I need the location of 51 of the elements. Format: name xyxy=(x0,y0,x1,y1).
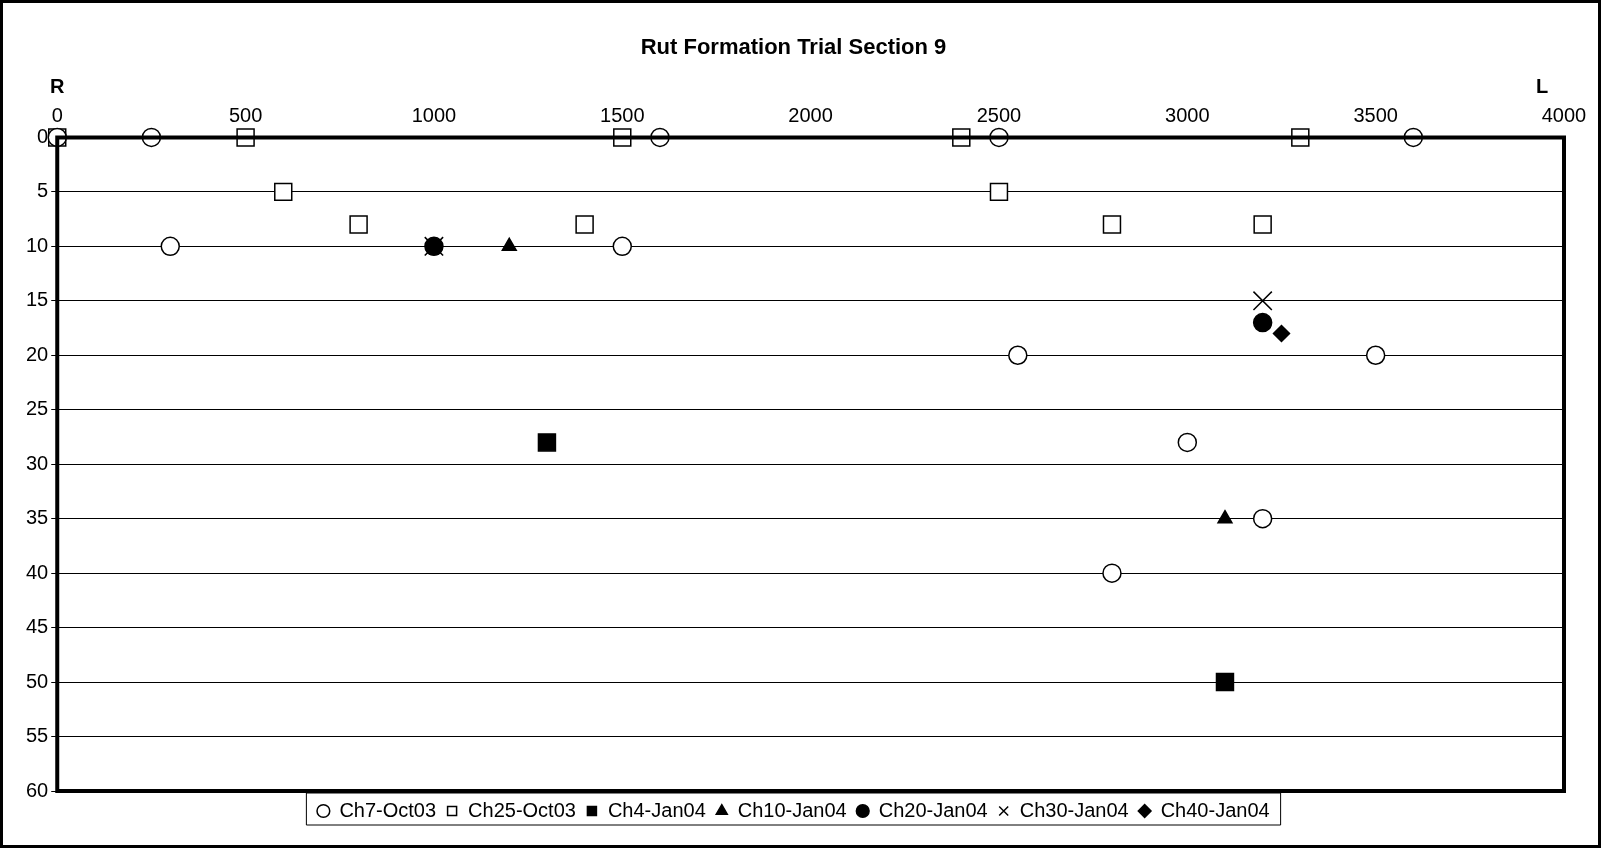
point xyxy=(1365,345,1386,366)
x-tick-label: 2000 xyxy=(788,103,833,126)
y-tick-label: 25 xyxy=(26,397,49,420)
legend-label: Ch7-Oct03 xyxy=(339,798,437,821)
chart-title: Rut Formation Trial Section 9 xyxy=(640,34,947,60)
point xyxy=(1102,215,1122,234)
text: L xyxy=(1535,74,1549,97)
x-tick-label: 2500 xyxy=(976,103,1022,126)
point xyxy=(274,182,293,202)
y-tick-label: 40 xyxy=(26,560,49,583)
point xyxy=(349,215,368,234)
y-tick-label: 55 xyxy=(26,724,49,747)
y-tick-label: 45 xyxy=(26,615,49,638)
point xyxy=(1252,508,1273,529)
legend-label: Ch40-Jan04 xyxy=(1160,798,1270,821)
point xyxy=(1102,563,1122,583)
y-tick-label: 60 xyxy=(26,778,49,801)
y-tick-label: 10 xyxy=(26,233,49,256)
point xyxy=(1253,215,1272,234)
point xyxy=(989,182,1009,202)
point xyxy=(1008,345,1028,366)
y-tick-label: 50 xyxy=(26,669,49,692)
legend-label: Ch20-Jan04 xyxy=(878,798,988,821)
x-tick-label: 3500 xyxy=(1353,103,1398,126)
legend-label: Ch25-Oct03 xyxy=(468,798,576,821)
x-tick-label: 4000 xyxy=(1541,103,1587,126)
y-tick-label: 15 xyxy=(26,288,49,311)
x-tick-label: 3000 xyxy=(1165,103,1210,126)
text: R xyxy=(50,74,66,97)
y-tick-label: 5 xyxy=(37,179,49,202)
legend-label: Ch4-Jan04 xyxy=(607,798,706,821)
point xyxy=(160,236,180,257)
point xyxy=(1252,290,1273,311)
x-tick-label: 1500 xyxy=(600,103,645,126)
y-tick-label: 30 xyxy=(26,451,49,474)
point xyxy=(575,215,594,234)
legend-label: Ch10-Jan04 xyxy=(737,798,847,821)
point xyxy=(501,237,517,252)
y-tick-label: 0 xyxy=(37,124,49,147)
point xyxy=(1177,432,1198,453)
point xyxy=(537,433,557,452)
y-tick-label: 20 xyxy=(26,342,49,365)
y-tick-label: 35 xyxy=(26,506,49,529)
point xyxy=(612,236,633,257)
x-tick-label: 0 xyxy=(51,103,63,126)
point xyxy=(1252,312,1273,333)
legend-label: Ch30-Jan04 xyxy=(1019,798,1129,821)
point xyxy=(1215,672,1235,692)
x-tick-label: 1000 xyxy=(411,103,457,126)
point xyxy=(1272,324,1291,343)
x-tick-label: 500 xyxy=(228,103,263,126)
